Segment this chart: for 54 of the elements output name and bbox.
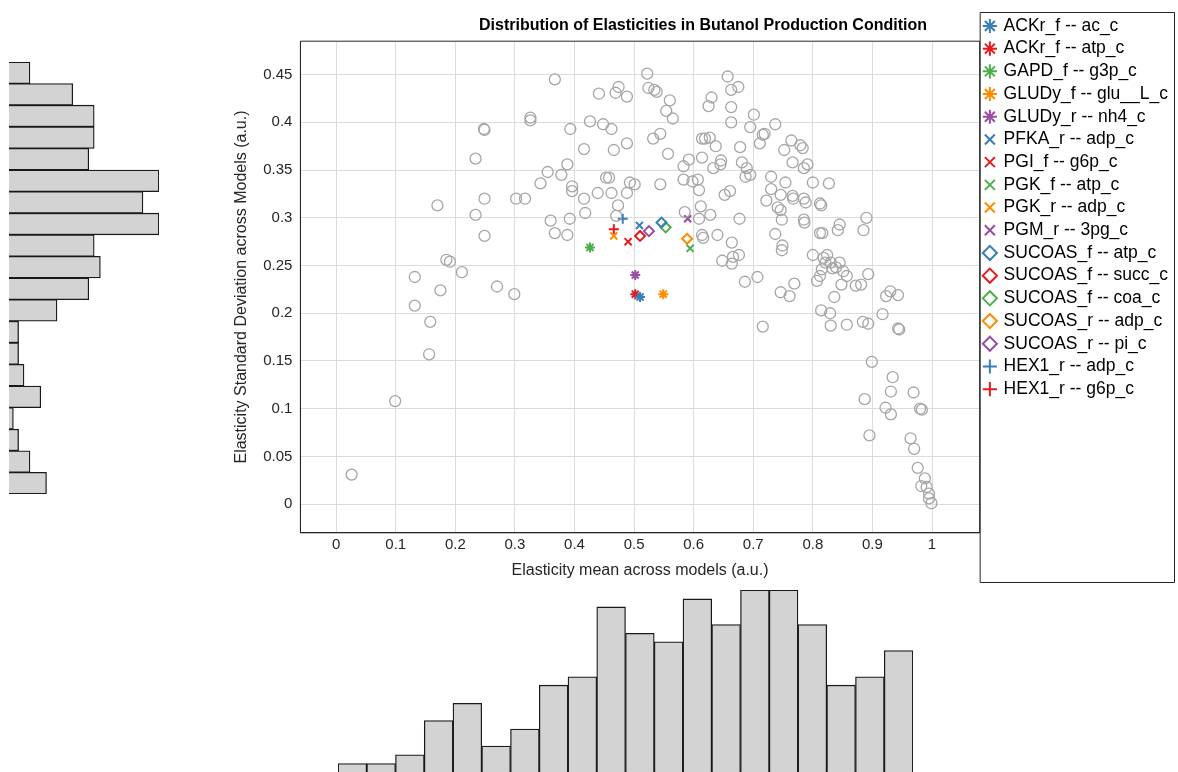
y-tick-label: 0 (284, 494, 293, 512)
legend-label: ACKr_f -- ac_c (1003, 14, 1119, 36)
legend-label: PGK_f -- atp_c (1003, 173, 1120, 195)
y-tick-label: 0.05 (263, 446, 293, 464)
x-tick-label: 0.5 (623, 534, 645, 552)
x-tick-label: 0.3 (504, 534, 526, 552)
legend-label: GLUDy_f -- glu__L_c (1003, 82, 1169, 104)
point (685, 243, 695, 253)
point (659, 221, 672, 234)
x-tick-label: 0 (331, 534, 341, 552)
legend-label: PGM_r -- 3pg_c (1003, 219, 1129, 241)
chart-title: Distribution of Elasticities in Butanol Production Condition (479, 16, 927, 34)
point (681, 232, 694, 245)
legend-label: HEX1_r -- adp_c (1003, 355, 1135, 377)
x-tick-label: 0.2 (444, 534, 466, 552)
y-tick-label: 0.35 (263, 160, 293, 178)
legend-label: SUCOAS_r -- adp_c (1003, 309, 1163, 331)
point (616, 212, 629, 225)
legend-label: SUCOAS_f -- coa_c (1003, 287, 1161, 309)
legend-label: HEX1_r -- g6p_c (1003, 377, 1135, 399)
legend-label: PGI_f -- g6p_c (1003, 150, 1118, 172)
point (607, 223, 620, 236)
point (655, 216, 668, 229)
x-tick-label: 0.9 (861, 534, 883, 552)
x-tick-label: 0.8 (802, 534, 824, 552)
legend-label: PGK_r -- adp_c (1003, 196, 1126, 218)
point (634, 229, 647, 242)
legend-label: ACKr_f -- atp_c (1003, 37, 1125, 59)
x-axis-title: Elasticity mean across models (a.u.) (511, 560, 769, 578)
legend-label: GLUDy_r -- nh4_c (1003, 105, 1146, 127)
legend-label: PFKA_r -- adp_c (1003, 128, 1135, 150)
x-tick-label: 0.4 (564, 534, 585, 552)
x-tick-label: 0.6 (683, 534, 705, 552)
x-tick-label: 1 (927, 534, 937, 552)
point (657, 288, 670, 301)
y-tick-label: 0.1 (271, 398, 293, 416)
y-tick-label: 0.3 (271, 207, 293, 225)
point (642, 225, 655, 238)
y-tick-label: 0.2 (271, 303, 293, 321)
point (683, 214, 693, 224)
y-tick-label: 0.45 (263, 64, 293, 82)
legend-label: SUCOAS_f -- succ_c (1003, 264, 1169, 286)
y-tick-label: 0.25 (263, 255, 293, 273)
x-tick-label: 0.7 (742, 534, 764, 552)
legend-label: GAPD_f -- g3p_c (1003, 60, 1138, 82)
legend-label: SUCOAS_r -- pi_c (1003, 332, 1147, 354)
y-tick-label: 0.15 (263, 351, 293, 369)
y-tick-label: 0.4 (271, 112, 293, 130)
point (634, 220, 644, 230)
point (609, 231, 619, 241)
y-axis-title: Elasticity Standard Deviation across Models (a.u.) (232, 110, 250, 464)
legend-label: SUCOAS_f -- atp_c (1003, 241, 1157, 263)
x-tick-label: 0.1 (385, 534, 407, 552)
point (623, 237, 633, 247)
